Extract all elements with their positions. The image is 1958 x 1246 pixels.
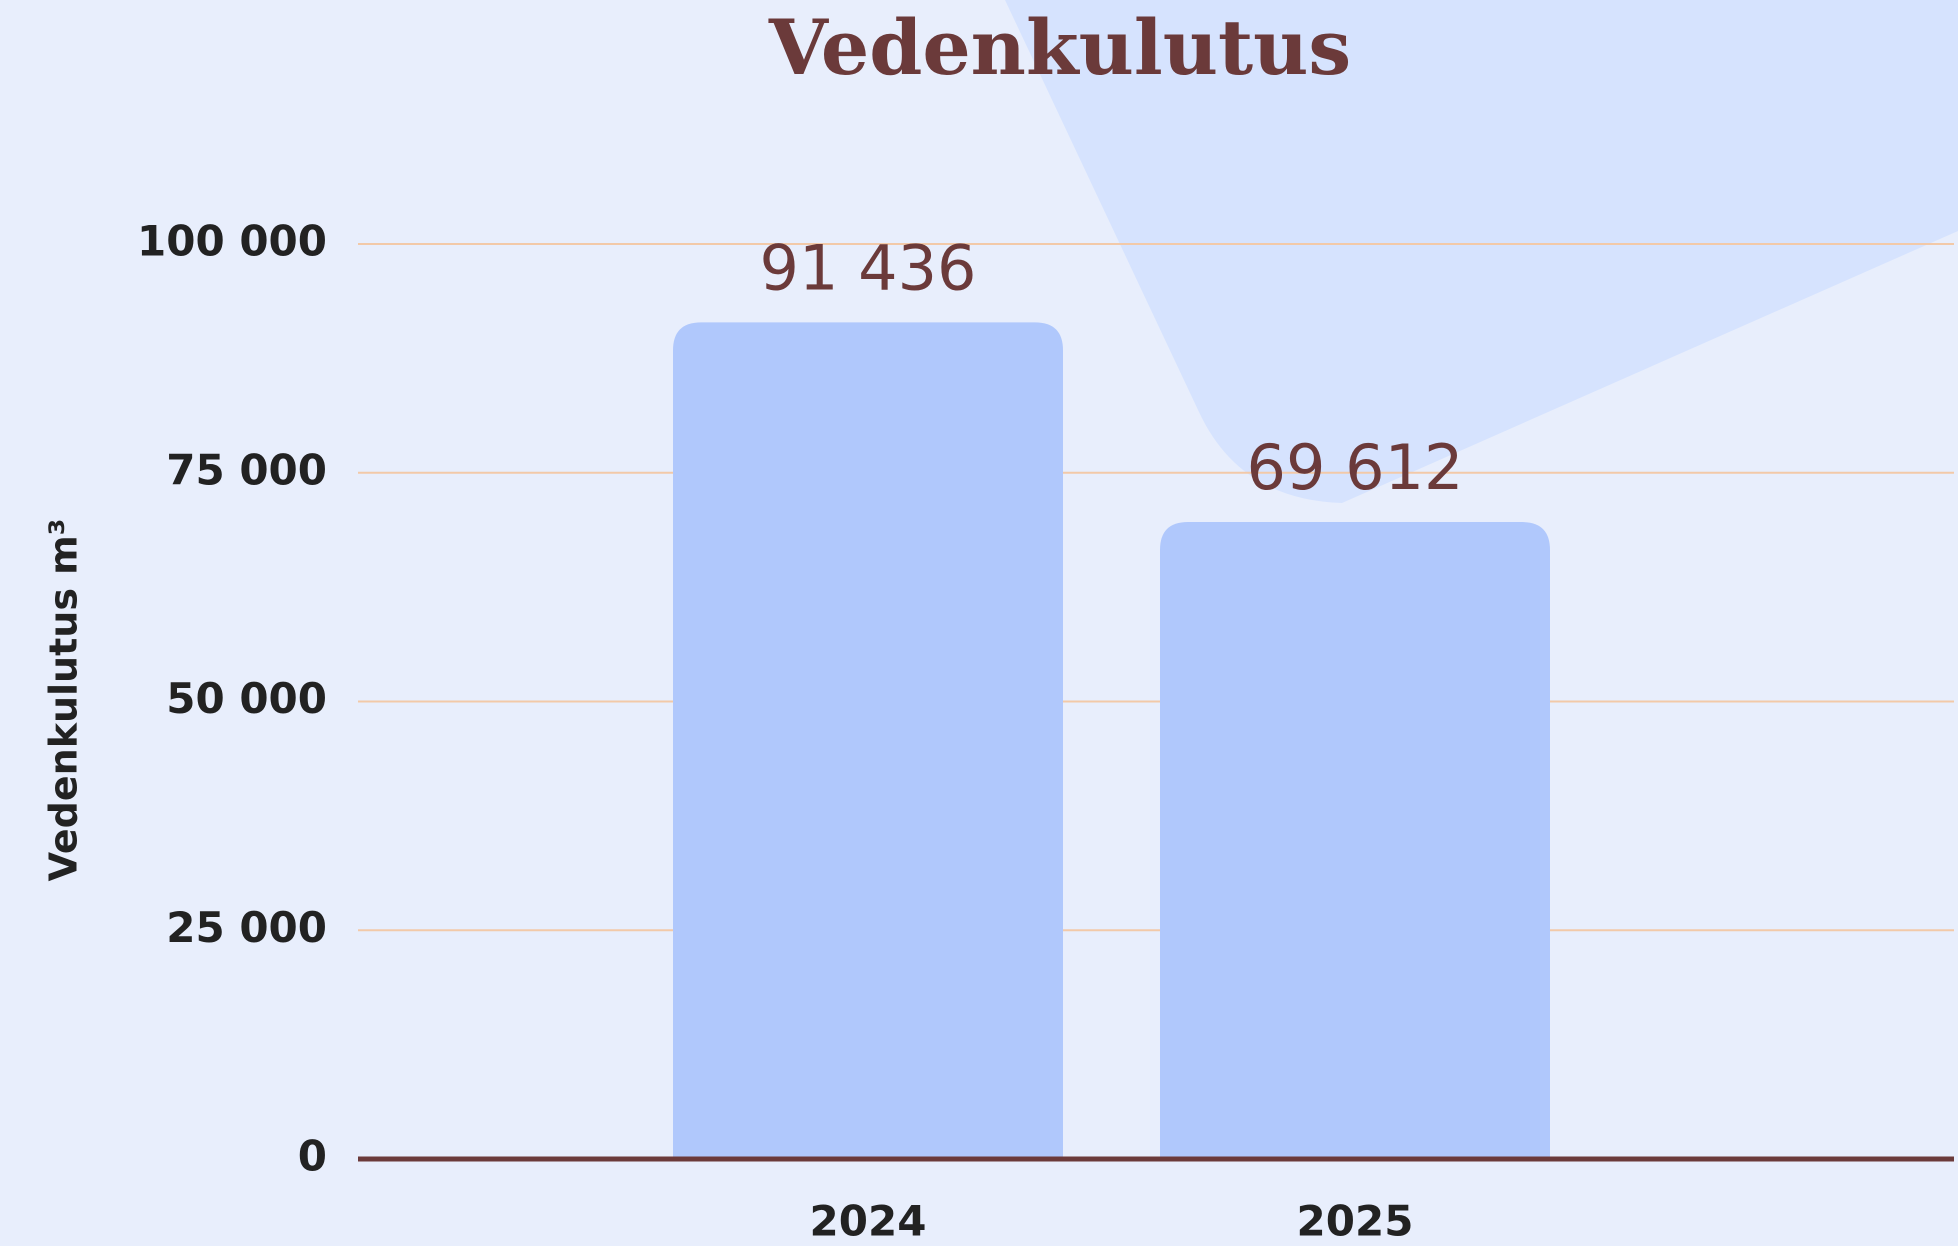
y-tick-label: 25 000: [166, 903, 327, 952]
y-tick-label: 75 000: [166, 445, 327, 494]
bar: [1160, 522, 1550, 1159]
y-tick-label: 50 000: [166, 674, 327, 723]
value-label: 91 436: [760, 231, 977, 304]
chart-title: Vedenkulutus: [768, 3, 1351, 92]
y-tick-label: 100 000: [137, 217, 327, 266]
y-axis-label: Vedenkulutus m³: [42, 519, 86, 882]
decoration: [1005, 0, 1958, 503]
x-tick-label: 2024: [810, 1197, 927, 1246]
x-tick-label: 2025: [1297, 1197, 1414, 1246]
value-label: 69 612: [1247, 431, 1464, 504]
y-tick-label: 0: [298, 1132, 327, 1181]
bar: [673, 322, 1063, 1159]
